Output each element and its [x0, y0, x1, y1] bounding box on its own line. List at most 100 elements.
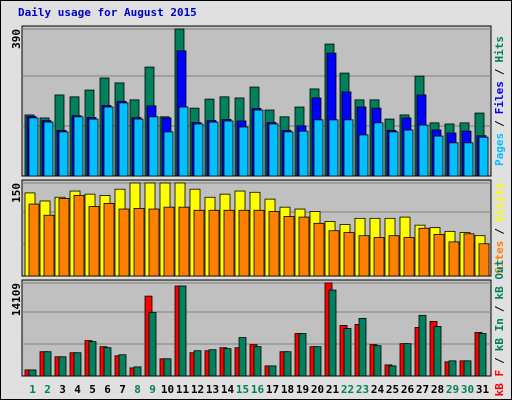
bar [253, 209, 265, 277]
bar [418, 124, 429, 177]
y-axis-label-part: Files [493, 81, 506, 114]
bar [388, 365, 397, 377]
bar [88, 206, 100, 277]
bar [43, 351, 52, 377]
bar [28, 117, 39, 177]
bar [478, 136, 489, 177]
y-axis-label-part: Visits [493, 182, 506, 222]
bar [103, 203, 115, 277]
y-axis-label-part: kB F [493, 370, 506, 397]
bar [478, 243, 490, 277]
y-axis-label: Sites / Visits [493, 182, 506, 274]
bar [463, 142, 474, 177]
bar [223, 209, 235, 277]
chart-title: Daily usage for August 2015 [18, 6, 197, 19]
bar [193, 123, 204, 177]
y-tick-label: 150 [10, 183, 23, 203]
bar [283, 216, 295, 277]
bar [268, 365, 277, 377]
bar [283, 131, 294, 177]
y-tick-label: 390 [10, 29, 23, 49]
bar [58, 131, 69, 177]
y-axis-label-part: / [493, 68, 506, 75]
bar [238, 126, 249, 177]
x-tick-label: 13 [206, 383, 219, 396]
y-axis-label-part: Sites [493, 241, 506, 274]
x-tick-label: 24 [371, 383, 385, 396]
bar [148, 311, 157, 377]
y-axis-label-part: / [493, 357, 506, 364]
bar [328, 230, 340, 277]
x-tick-label: 11 [176, 383, 190, 396]
bar [43, 214, 55, 277]
bar [388, 235, 400, 277]
bar [298, 130, 309, 177]
bar [328, 289, 337, 377]
bar [358, 317, 367, 377]
bar [388, 131, 399, 177]
bar [343, 328, 352, 377]
bar [403, 343, 412, 377]
y-axis-label: Pages / Files / Hits [493, 36, 506, 166]
x-tick-label: 7 [119, 383, 126, 396]
x-tick-label: 25 [386, 383, 399, 396]
bar [448, 360, 457, 377]
y-axis-label-part: / [493, 228, 506, 235]
bar [268, 123, 279, 177]
bar [148, 208, 160, 277]
bar [193, 209, 205, 277]
bar [448, 241, 460, 277]
bar [208, 121, 219, 177]
bar [88, 118, 99, 177]
y-tick-label: 14109 [10, 283, 23, 316]
x-tick-label: 18 [281, 383, 294, 396]
y-axis-label-part: Hits [493, 36, 506, 63]
bar [73, 352, 82, 377]
bar [208, 349, 217, 377]
x-tick-label: 23 [356, 383, 369, 396]
bar [178, 285, 187, 377]
bar [178, 106, 189, 177]
x-tick-label: 21 [326, 383, 340, 396]
bar [418, 314, 427, 377]
x-tick-label: 26 [401, 383, 415, 396]
x-tick-label: 1 [29, 383, 36, 396]
bar [133, 366, 142, 377]
bar [448, 142, 459, 177]
bar [373, 237, 385, 277]
x-tick-label: 30 [461, 383, 474, 396]
x-tick-label: 29 [446, 383, 459, 396]
bar [58, 198, 70, 277]
x-tick-label: 8 [134, 383, 141, 396]
bar [238, 209, 250, 277]
bar [463, 233, 475, 277]
bar [73, 116, 84, 177]
bar [193, 350, 202, 377]
bar [43, 121, 54, 177]
bar [253, 346, 262, 377]
bar [133, 118, 144, 177]
x-tick-label: 20 [311, 383, 324, 396]
x-tick-label: 2 [44, 383, 51, 396]
y-axis-label-part: kB In [493, 318, 506, 351]
x-tick-label: 10 [161, 383, 174, 396]
x-tick-label: 27 [416, 383, 429, 396]
x-tick-label: 22 [341, 383, 354, 396]
bar [298, 333, 307, 377]
bar [58, 356, 67, 377]
x-tick-label: 19 [296, 383, 309, 396]
x-tick-label: 3 [59, 383, 66, 396]
bar [463, 360, 472, 377]
bar [403, 237, 415, 277]
bar [73, 194, 85, 277]
x-tick-label: 28 [431, 383, 444, 396]
bar [103, 347, 112, 377]
bar [328, 119, 339, 177]
bar [433, 135, 444, 177]
y-axis-label-part: Pages [493, 133, 506, 166]
bar [118, 102, 129, 177]
bar [343, 232, 355, 277]
bar [28, 203, 40, 277]
bar [373, 345, 382, 377]
